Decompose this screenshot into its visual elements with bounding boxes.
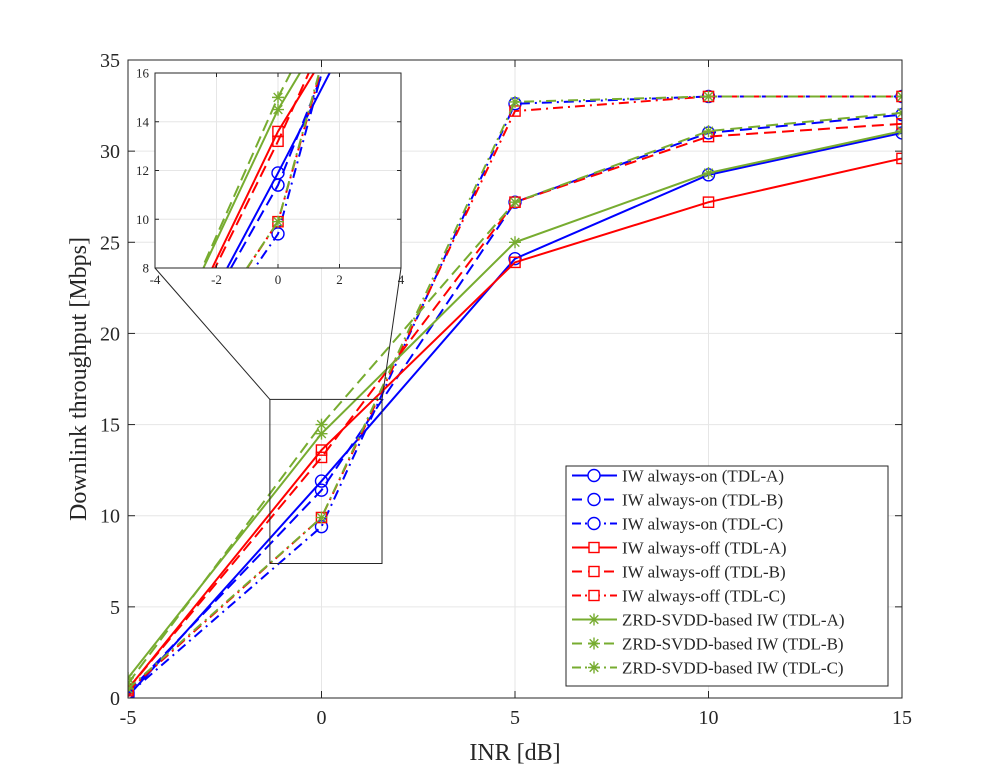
data-point <box>896 117 902 130</box>
legend-marker <box>588 565 600 578</box>
legend-label-7: ZRD-SVDD-based IW (TDL-A) <box>622 611 845 630</box>
legend: IW always-on (TDL-A) IW always-on (TDL-B)… <box>565 465 889 687</box>
data-point <box>895 107 902 122</box>
series-line-3 <box>128 95 902 696</box>
legend-marker <box>588 661 600 674</box>
zoom-connector-right <box>381 267 402 400</box>
inset-series <box>201 73 331 268</box>
series-line-1 <box>128 131 902 697</box>
data-point <box>128 687 135 698</box>
data-point <box>702 90 715 103</box>
inset-x-tick-label: -2 <box>211 272 222 287</box>
inset-series-line-8 <box>201 73 292 268</box>
legend-label-6: IW always-off (TDL-C) <box>622 587 786 606</box>
legend-marker <box>588 637 600 650</box>
data-point <box>315 427 328 440</box>
legend-marker <box>587 516 601 531</box>
legend-label-1: IW always-on (TDL-A) <box>622 467 784 486</box>
data-point <box>702 196 715 208</box>
x-tick-label: 5 <box>510 707 520 729</box>
series-line-2 <box>128 113 902 694</box>
y-tick-label: 35 <box>100 50 120 72</box>
legend-marker <box>588 541 600 554</box>
inset-x-tick-label: 0 <box>275 272 282 287</box>
inset-y-tick-label: 14 <box>136 114 150 129</box>
data-point <box>315 511 328 524</box>
y-tick-label: 10 <box>100 506 120 528</box>
legend-label-9: ZRD-SVDD-based IW (TDL-C) <box>622 659 844 678</box>
legend-label-8: ZRD-SVDD-based IW (TDL-B) <box>622 635 844 654</box>
legend-label-3: IW always-on (TDL-C) <box>622 515 783 534</box>
inset-x-tick-label: 4 <box>398 272 405 287</box>
y-tick-label: 25 <box>100 232 120 254</box>
legend-box <box>565 465 889 687</box>
legend-marker <box>587 492 601 507</box>
series-line-9 <box>128 95 902 690</box>
inset-y-tick-label: 16 <box>136 66 150 81</box>
inset-data-point <box>272 135 284 148</box>
data-point <box>702 167 715 180</box>
inset-data-point <box>272 215 284 228</box>
legend-label-4: IW always-off (TDL-A) <box>622 539 787 558</box>
x-tick-label: 0 <box>317 707 327 729</box>
y-tick-label: 20 <box>100 323 120 345</box>
legend-marker <box>588 589 600 602</box>
data-point <box>314 483 329 497</box>
data-point <box>509 196 521 209</box>
inset-y-tick-label: 10 <box>136 212 149 227</box>
inset-y-tick-label: 8 <box>143 261 150 276</box>
data-point <box>702 125 715 138</box>
x-tick-label: 15 <box>892 707 912 729</box>
inset-data-point <box>272 103 284 116</box>
data-point <box>896 152 902 165</box>
y-tick-label: 0 <box>110 688 120 710</box>
legend-label-2: IW always-on (TDL-B) <box>622 491 783 510</box>
inset-y-tick-label: 12 <box>136 163 149 178</box>
series-line-4 <box>128 157 902 690</box>
y-axis-label: Downlink throughput [Mbps] <box>66 237 92 521</box>
inset-ticks: -4 -2 0 2 4 8 10 12 14 16 <box>136 66 405 287</box>
y-tick-label: 5 <box>110 597 120 619</box>
inset-data-point <box>271 227 285 241</box>
y-tick-label: 15 <box>100 415 120 437</box>
data-point <box>509 256 521 269</box>
legend-marker <box>588 613 600 626</box>
data-point <box>315 451 328 464</box>
x-tick-label: 10 <box>699 707 719 729</box>
data-point <box>509 236 521 249</box>
data-point <box>509 95 521 108</box>
inset-x-tick-label: 2 <box>336 272 343 287</box>
zoom-source-box <box>269 398 383 564</box>
inset-x-tick-label: -4 <box>150 272 161 287</box>
inset-data-point <box>272 91 284 104</box>
x-tick-label: -5 <box>120 707 137 729</box>
legend-label-5: IW always-off (TDL-B) <box>622 563 786 582</box>
inset-series-line-7 <box>202 73 302 268</box>
y-tick-label: 30 <box>100 141 120 163</box>
inset-series-line-4 <box>211 73 315 268</box>
inset-data-point <box>271 178 285 192</box>
main-series <box>128 89 902 698</box>
data-point <box>508 251 522 266</box>
data-point <box>315 418 328 431</box>
zoom-connector-left <box>154 267 271 400</box>
legend-marker <box>587 468 601 483</box>
x-axis-label: INR [dB] <box>469 740 560 766</box>
